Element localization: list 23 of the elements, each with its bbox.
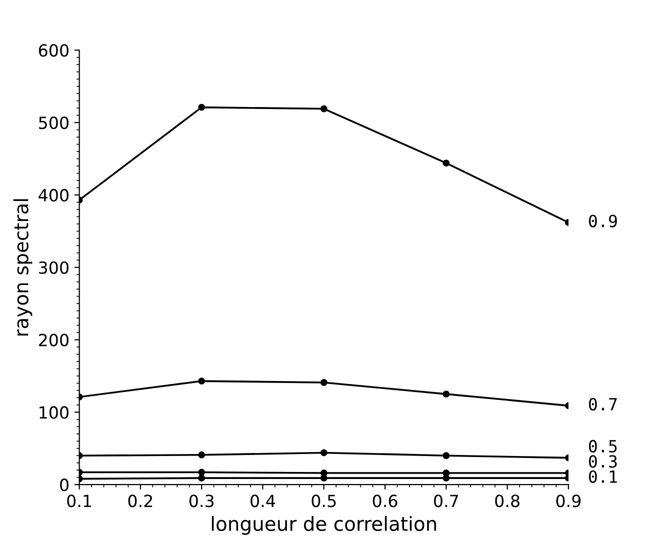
series-label: 0.7	[588, 398, 617, 411]
x-tick-label: 0.8	[495, 494, 520, 508]
y-tick-label: 600	[38, 44, 68, 57]
y-tick-label: 100	[40, 406, 68, 419]
x-tick-label: 0.1	[67, 494, 92, 508]
x-tick-label: 0.5	[312, 494, 336, 508]
series-label: 0.3	[588, 455, 617, 468]
y-tick-label: 200	[39, 334, 68, 346]
x-axis-title: longueur de correlation	[212, 516, 436, 535]
y-tick-label: 300	[39, 261, 68, 274]
y-axis-title: rayon spectral	[13, 199, 32, 336]
x-tick-label: 0.4	[250, 494, 276, 508]
x-tick-label: 0.3	[189, 494, 214, 508]
series-label: 0.9	[588, 214, 617, 228]
series-label: 0.5	[588, 440, 617, 453]
series-label: 0.1	[588, 470, 617, 483]
x-tick-label: 0.9	[556, 494, 581, 508]
y-tick-label: 400	[38, 188, 68, 202]
y-tick-label: 0	[60, 478, 68, 492]
y-tick-label: 500	[39, 116, 68, 130]
x-tick-label: 0.6	[372, 494, 398, 508]
x-tick-label: 0.7	[434, 494, 458, 508]
x-tick-label: 0.2	[128, 494, 152, 508]
